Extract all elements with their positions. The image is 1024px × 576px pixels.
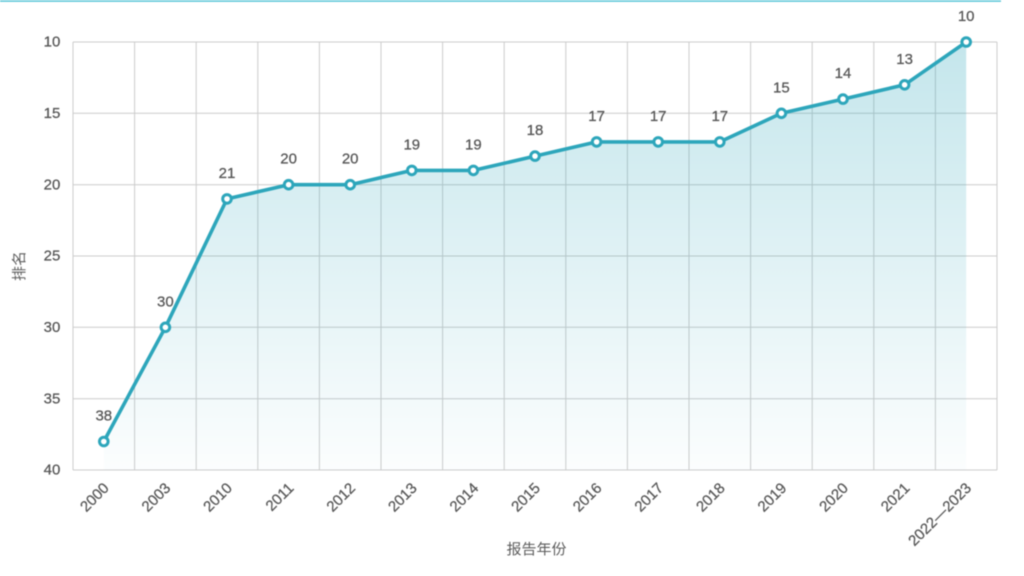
svg-text:14: 14: [835, 65, 852, 82]
svg-text:17: 17: [650, 108, 667, 125]
svg-text:17: 17: [588, 108, 605, 125]
svg-text:30: 30: [44, 319, 61, 336]
svg-text:38: 38: [95, 408, 112, 425]
svg-text:20: 20: [280, 151, 297, 168]
svg-text:18: 18: [527, 122, 544, 139]
svg-text:30: 30: [157, 293, 174, 310]
svg-text:19: 19: [403, 136, 420, 153]
svg-text:15: 15: [44, 105, 61, 122]
svg-text:25: 25: [44, 248, 61, 265]
svg-text:10: 10: [958, 8, 975, 25]
svg-text:40: 40: [44, 462, 61, 479]
svg-text:35: 35: [44, 390, 61, 407]
svg-text:19: 19: [465, 136, 482, 153]
svg-text:15: 15: [773, 79, 790, 96]
svg-text:10: 10: [44, 34, 61, 51]
svg-text:17: 17: [711, 108, 728, 125]
svg-text:20: 20: [342, 151, 359, 168]
svg-text:20: 20: [44, 176, 61, 193]
svg-text:21: 21: [219, 165, 236, 182]
svg-text:13: 13: [896, 51, 913, 68]
